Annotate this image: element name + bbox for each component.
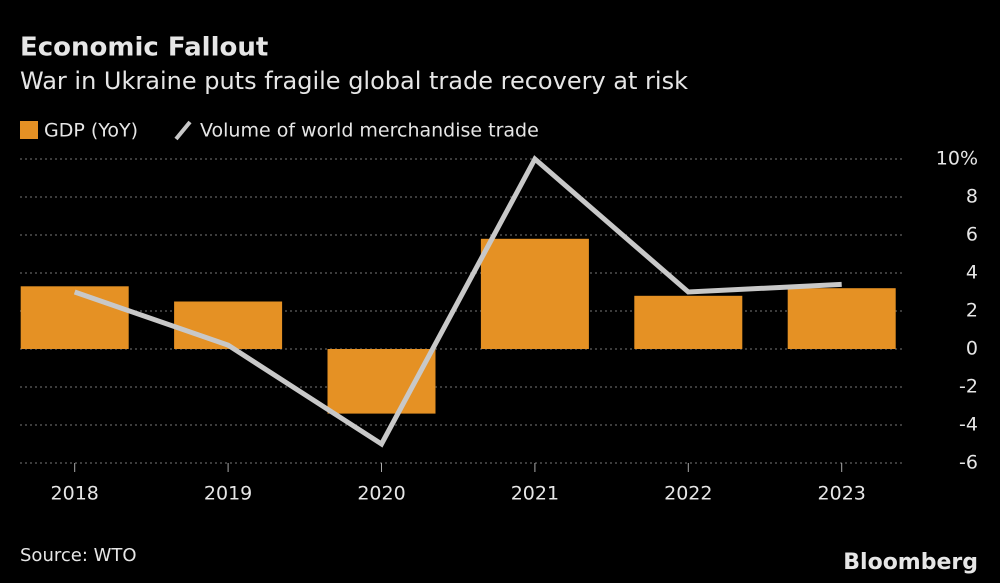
x-tick-label: 2018 (51, 483, 99, 505)
chart-subtitle: War in Ukraine puts fragile global trade… (20, 67, 688, 95)
bar (634, 295, 743, 349)
y-tick-label: -6 (959, 452, 978, 474)
bar (174, 301, 283, 349)
source: Source: WTO (20, 545, 137, 566)
legend-swatch (174, 120, 192, 141)
x-tick-label: 2023 (818, 483, 866, 505)
x-tick-label: 2021 (511, 483, 559, 505)
y-tick-label: 6 (966, 224, 978, 246)
y-tick-label: 10% (936, 148, 978, 170)
x-tick-label: 2019 (204, 483, 252, 505)
y-tick-label: 2 (966, 300, 978, 322)
bar (20, 286, 129, 349)
legend-swatch (20, 121, 38, 139)
bar (787, 288, 896, 349)
y-tick-label: 0 (966, 338, 978, 360)
x-tick-label: 2022 (664, 483, 712, 505)
brand: Bloomberg (843, 550, 978, 575)
chart-title: Economic Fallout (20, 33, 268, 63)
legend-label: Volume of world merchandise trade (200, 120, 539, 142)
x-tick-label: 2020 (357, 483, 405, 505)
line (73, 155, 842, 448)
y-tick-label: 4 (966, 262, 978, 284)
legend-label: GDP (YoY) (44, 120, 138, 142)
y-tick-label: 8 (966, 186, 978, 208)
y-tick-label: -2 (959, 376, 978, 398)
bar (327, 349, 436, 414)
bar (480, 238, 589, 349)
y-tick-label: -4 (959, 414, 978, 436)
